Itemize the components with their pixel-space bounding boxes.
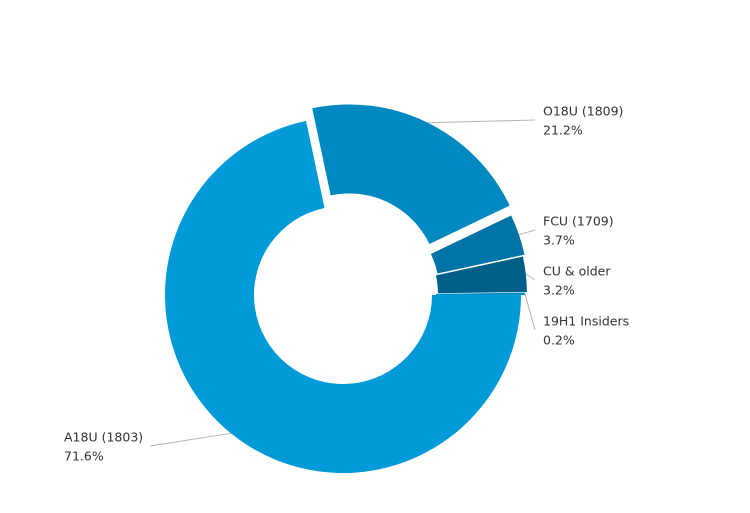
leader-line — [524, 293, 536, 331]
slice-label: A18U (1803) — [64, 430, 143, 445]
slice-label: CU & older — [543, 264, 611, 279]
leader-line — [427, 119, 536, 124]
slice-label: 19H1 Insiders — [543, 314, 629, 329]
slice — [430, 215, 525, 274]
slice — [312, 104, 510, 245]
value-label: 0.2% — [543, 333, 575, 348]
leader-line — [525, 273, 536, 281]
slice — [435, 292, 525, 295]
slice — [165, 120, 522, 473]
slice-label: FCU (1709) — [543, 214, 614, 229]
leader-line — [518, 229, 536, 236]
value-label: 21.2% — [543, 123, 583, 138]
value-label: 71.6% — [64, 449, 104, 464]
slice-label: O18U (1809) — [543, 104, 623, 119]
slice — [435, 256, 527, 294]
value-label: 3.2% — [543, 283, 575, 298]
leader-line — [149, 432, 232, 447]
value-label: 3.7% — [543, 233, 575, 248]
